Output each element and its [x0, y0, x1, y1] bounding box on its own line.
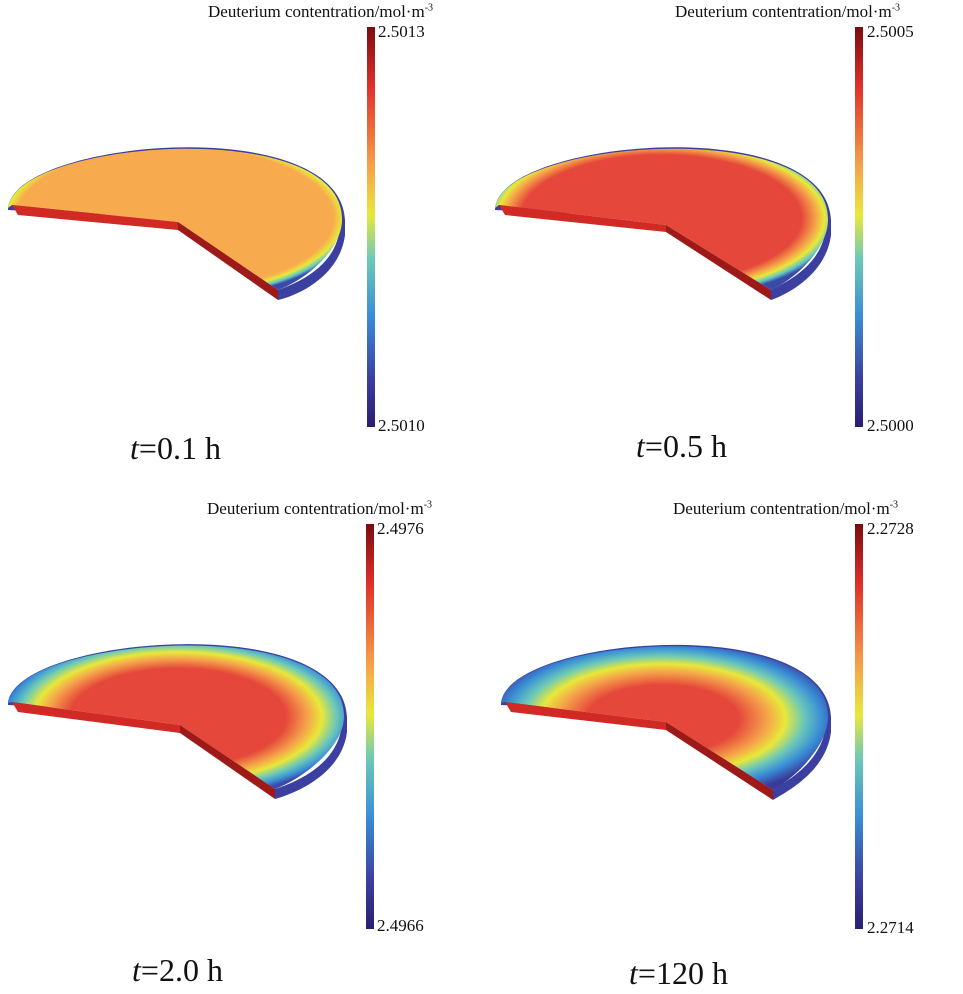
cut-face-left — [505, 702, 666, 730]
colorbar-min-label: 2.5000 — [867, 416, 914, 435]
cut-face-left — [12, 702, 180, 733]
colorbar — [367, 27, 375, 427]
cut-face-left — [12, 205, 178, 230]
time-label: t=0.1 h — [130, 430, 221, 466]
colorbar-max-label: 2.4976 — [377, 519, 424, 538]
panel-t-2-0h: Deuterium contentration/mol·m-3 2.4976 2… — [0, 497, 481, 994]
cut-face-right — [666, 225, 771, 300]
colorbar-max-label: 2.5013 — [378, 22, 425, 41]
panel-t-0-5h: Deuterium contentration/mol·m-3 2.5005 2… — [481, 0, 962, 497]
disk-plot — [8, 147, 345, 300]
colorbar — [366, 524, 374, 929]
colorbar — [855, 27, 863, 427]
disk-top-face — [8, 148, 343, 290]
colorbar-min-label: 2.2714 — [867, 918, 914, 937]
disk-top-face — [495, 148, 829, 290]
disk-top-face — [8, 645, 345, 789]
colorbar-min-label: 2.4966 — [377, 916, 424, 935]
disk-top-face — [501, 646, 829, 790]
panel-t-0-1h: Deuterium contentration/mol·m-3 2.5013 2… — [0, 0, 481, 497]
colorbar-title: Deuterium contentration/mol·m-3 — [208, 2, 434, 21]
panel-t-120h: Deuterium contentration/mol·m-3 2.2728 2… — [481, 497, 962, 994]
colorbar-max-label: 2.2728 — [867, 519, 914, 538]
cut-face-right — [666, 722, 773, 800]
colorbar-title: Deuterium contentration/mol·m-3 — [207, 499, 433, 518]
disk-plot — [495, 147, 831, 300]
colorbar — [855, 524, 863, 929]
colorbar-min-label: 2.5010 — [378, 416, 425, 435]
cut-face-right — [180, 725, 275, 799]
disk-plot — [501, 644, 831, 800]
cut-face-left — [499, 205, 666, 232]
colorbar-title: Deuterium contentration/mol·m-3 — [673, 499, 899, 518]
time-label: t=120 h — [629, 955, 728, 991]
time-label: t=2.0 h — [132, 952, 223, 988]
cut-face-right — [178, 222, 278, 300]
colorbar-max-label: 2.5005 — [867, 22, 914, 41]
time-label: t=0.5 h — [636, 428, 727, 464]
colorbar-title: Deuterium contentration/mol·m-3 — [675, 2, 901, 21]
disk-plot — [8, 644, 347, 799]
